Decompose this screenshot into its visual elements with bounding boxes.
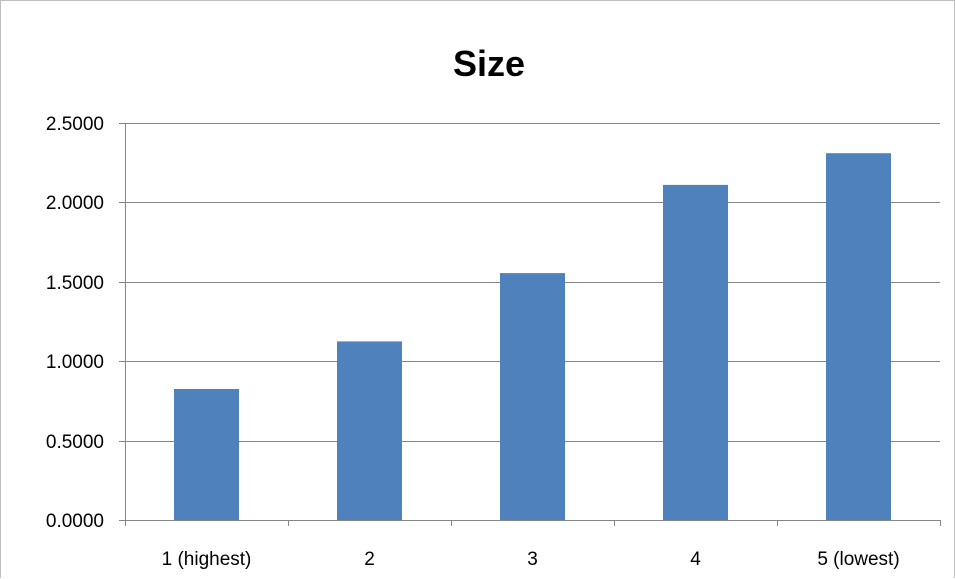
- chart-title: Size: [453, 43, 525, 84]
- bar: [826, 153, 891, 520]
- bar: [174, 389, 239, 520]
- y-tick-label: 1.0000: [46, 352, 104, 373]
- y-axis: 0.0000 0.5000 1.0000 1.5000 2.0000 2.5000: [46, 114, 126, 532]
- y-tick-label: 2.0000: [46, 193, 104, 214]
- bar: [500, 273, 565, 520]
- x-tick-label: 2: [364, 549, 375, 570]
- bar: [663, 184, 728, 520]
- bars: [174, 153, 891, 520]
- x-tick-label: 3: [527, 549, 538, 570]
- y-tick-label: 1.5000: [46, 273, 104, 294]
- x-tick-label: 5 (lowest): [817, 549, 899, 570]
- x-axis: 1 (highest) 2 3 4 5 (lowest): [125, 520, 941, 570]
- x-tick-label: 1 (highest): [162, 549, 252, 570]
- x-tick-label: 4: [690, 549, 701, 570]
- y-tick-label: 0.0000: [46, 511, 104, 532]
- bar: [337, 341, 402, 520]
- y-tick-label: 2.5000: [46, 114, 104, 135]
- y-tick-label: 0.5000: [46, 432, 104, 453]
